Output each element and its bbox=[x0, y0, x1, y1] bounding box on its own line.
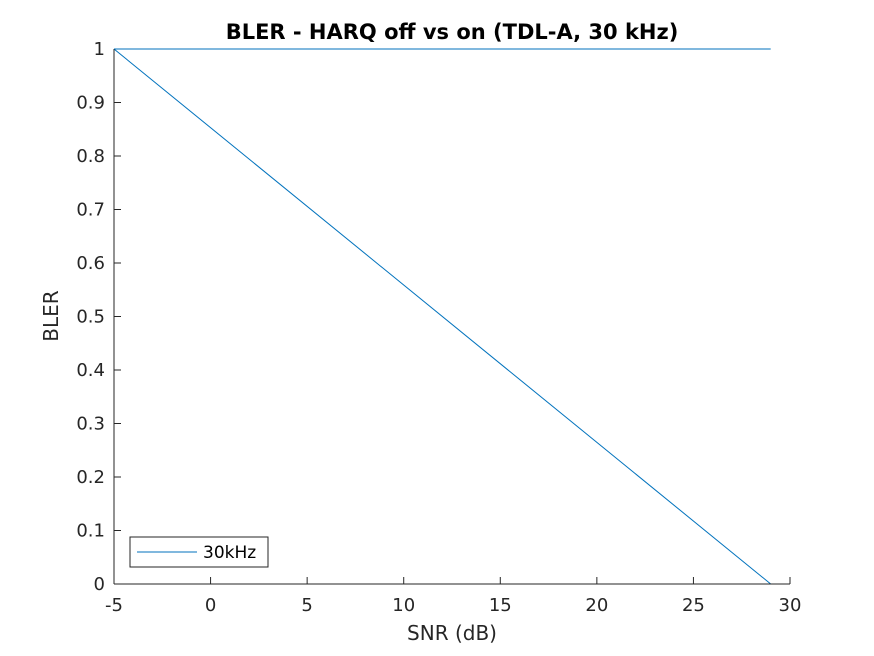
y-axis-label: BLER bbox=[39, 290, 63, 342]
y-tick-label: 0.3 bbox=[76, 414, 105, 435]
y-tick-labels: 0 0.1 0.2 0.3 0.4 0.5 0.6 0.7 0.8 0.9 1 bbox=[76, 39, 105, 595]
x-tick-label: 15 bbox=[489, 595, 512, 616]
legend: 30kHz bbox=[129, 536, 269, 568]
chart-title: BLER - HARQ off vs on (TDL-A, 30 kHz) bbox=[226, 20, 679, 44]
x-tick-label: 10 bbox=[392, 595, 415, 616]
y-tick-label: 0.9 bbox=[76, 93, 105, 114]
x-tick-label: -5 bbox=[105, 595, 123, 616]
x-tick-label: 20 bbox=[585, 595, 608, 616]
y-tick-label: 0.5 bbox=[76, 307, 105, 328]
x-tick-label: 5 bbox=[301, 595, 312, 616]
axes-background bbox=[114, 49, 790, 584]
y-tick-label: 0.4 bbox=[76, 360, 105, 381]
x-tick-label: 30 bbox=[779, 595, 802, 616]
x-tick-labels: -5 0 5 10 15 20 25 30 bbox=[105, 595, 801, 616]
x-axis-label: SNR (dB) bbox=[407, 621, 497, 645]
y-tick-label: 0.6 bbox=[76, 253, 105, 274]
y-tick-label: 0 bbox=[94, 574, 105, 595]
x-tick-label: 25 bbox=[682, 595, 705, 616]
x-tick-label: 0 bbox=[205, 595, 216, 616]
series-line-0 bbox=[113, 48, 772, 585]
plot-area bbox=[113, 48, 791, 585]
y-tick-label: 0.2 bbox=[76, 467, 105, 488]
legend-label-30khz: 30kHz bbox=[203, 543, 256, 563]
y-tick-label: 0.8 bbox=[76, 146, 105, 167]
y-tick-label: 1 bbox=[94, 39, 105, 60]
y-tick-label: 0.1 bbox=[76, 521, 105, 542]
y-tick-label: 0.7 bbox=[76, 200, 105, 221]
